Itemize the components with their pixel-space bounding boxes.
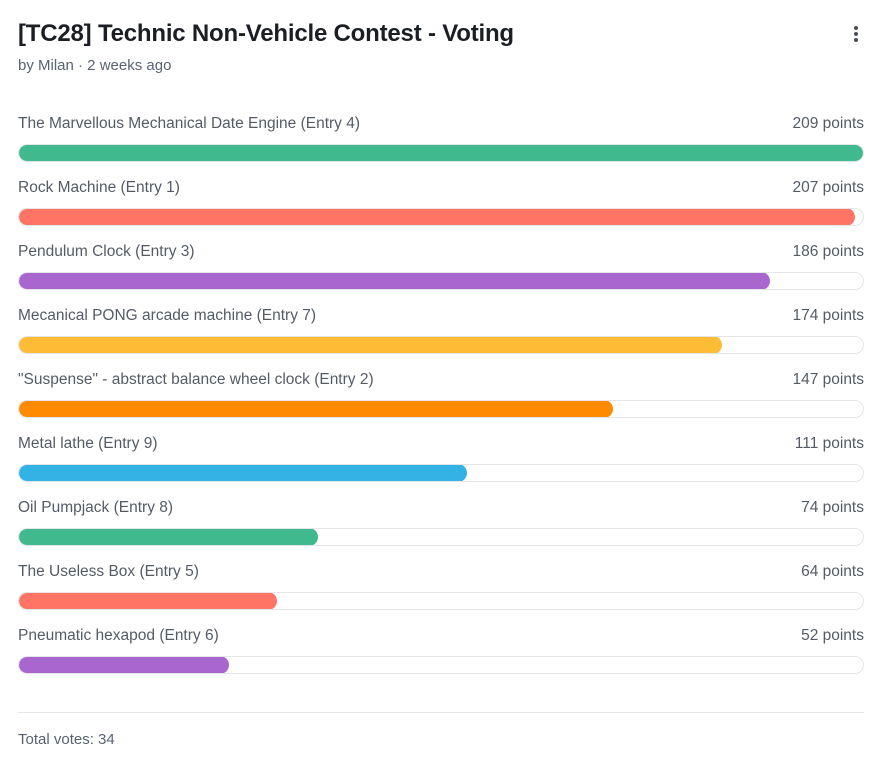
progress-fill (19, 273, 771, 289)
option-label: Pendulum Clock (Entry 3) (18, 243, 195, 260)
poll-title: [TC28] Technic Non-Vehicle Contest - Vot… (18, 20, 514, 47)
progress-bar (18, 528, 864, 546)
poll-card: [TC28] Technic Non-Vehicle Contest - Vot… (18, 18, 864, 748)
option-points: 209 points (792, 115, 864, 132)
poll-option[interactable]: The Useless Box (Entry 5) 64 points (18, 560, 864, 624)
option-points: 174 points (792, 307, 864, 324)
progress-bar (18, 336, 864, 354)
progress-fill (19, 209, 855, 225)
option-points: 186 points (792, 243, 864, 260)
progress-fill (19, 465, 468, 481)
poll-option[interactable]: Pneumatic hexapod (Entry 6) 52 points (18, 624, 864, 688)
option-label: The Useless Box (Entry 5) (18, 563, 199, 580)
poll-option[interactable]: Pendulum Clock (Entry 3) 186 points (18, 240, 864, 304)
option-points: 111 points (794, 435, 864, 452)
progress-bar (18, 144, 864, 162)
progress-bar (18, 592, 864, 610)
progress-fill (19, 593, 278, 609)
option-points: 147 points (792, 371, 864, 388)
progress-bar (18, 400, 864, 418)
option-label: "Suspense" - abstract balance wheel cloc… (18, 371, 374, 388)
option-label: The Marvellous Mechanical Date Engine (E… (18, 115, 361, 132)
menu-dot (854, 26, 858, 30)
progress-bar (18, 208, 864, 226)
poll-meta: by Milan · 2 weeks ago (18, 57, 172, 74)
progress-fill (19, 145, 863, 161)
menu-dot (854, 32, 858, 36)
total-votes: Total votes: 34 (18, 731, 115, 748)
divider (18, 712, 864, 713)
poll-option[interactable]: Metal lathe (Entry 9) 111 points (18, 432, 864, 496)
option-points: 52 points (801, 627, 864, 644)
poll-option[interactable]: Mecanical PONG arcade machine (Entry 7) … (18, 304, 864, 368)
option-label: Pneumatic hexapod (Entry 6) (18, 627, 219, 644)
progress-bar (18, 272, 864, 290)
poll-options: The Marvellous Mechanical Date Engine (E… (18, 112, 864, 688)
menu-dot (854, 38, 858, 42)
option-label: Rock Machine (Entry 1) (18, 179, 180, 196)
poll-option[interactable]: Rock Machine (Entry 1) 207 points (18, 176, 864, 240)
more-vertical-icon[interactable] (848, 24, 864, 46)
poll-option[interactable]: Oil Pumpjack (Entry 8) 74 points (18, 496, 864, 560)
progress-fill (19, 401, 613, 417)
progress-fill (19, 337, 722, 353)
progress-fill (19, 657, 229, 673)
option-points: 74 points (801, 499, 864, 516)
poll-option[interactable]: "Suspense" - abstract balance wheel cloc… (18, 368, 864, 432)
option-label: Metal lathe (Entry 9) (18, 435, 158, 452)
progress-bar (18, 656, 864, 674)
poll-option[interactable]: The Marvellous Mechanical Date Engine (E… (18, 112, 864, 176)
option-points: 207 points (792, 179, 864, 196)
option-points: 64 points (801, 563, 864, 580)
progress-bar (18, 464, 864, 482)
option-label: Mecanical PONG arcade machine (Entry 7) (18, 307, 317, 324)
progress-fill (19, 529, 318, 545)
option-label: Oil Pumpjack (Entry 8) (18, 499, 174, 516)
poll-header: [TC28] Technic Non-Vehicle Contest - Vot… (18, 18, 864, 80)
